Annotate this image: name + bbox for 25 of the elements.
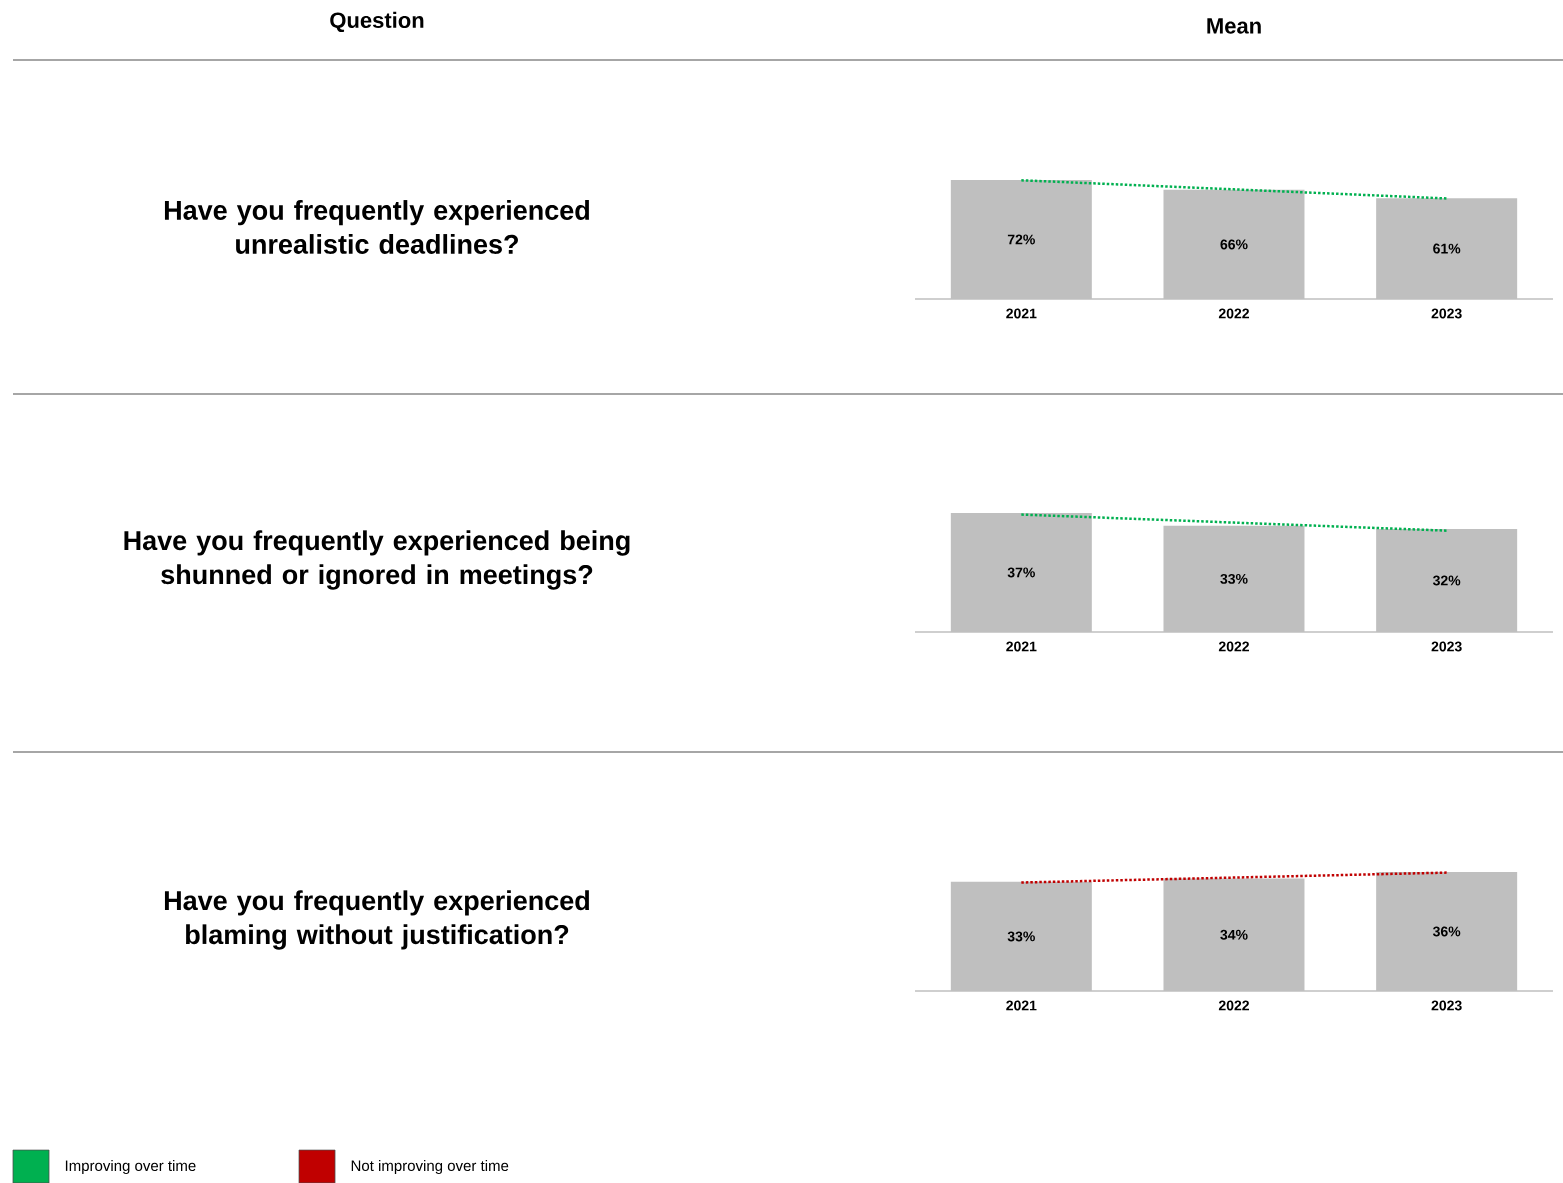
- data-label: 66%: [1220, 239, 1248, 250]
- y-axis-title: Have you frequently experienced blaming without justification?: [164, 890, 589, 950]
- x-tick-label: 2023: [1431, 641, 1462, 652]
- y-axis-title: Have you frequently experienced unrealistic deadlines?: [164, 200, 589, 254]
- x-tick-label: 2023: [1431, 1000, 1462, 1011]
- data-label: 33%: [1007, 931, 1035, 942]
- x-tick-label: 2021: [1006, 641, 1037, 652]
- data-label: 36%: [1432, 926, 1461, 937]
- text: Mean: [1207, 18, 1261, 34]
- category-label: Improving over time: [65, 1160, 196, 1174]
- x-tick-label: 2021: [1006, 308, 1037, 319]
- data-label: 34%: [1220, 929, 1248, 940]
- data-label: 61%: [1433, 243, 1461, 254]
- data-label: 33%: [1220, 573, 1248, 584]
- text: Question: [330, 11, 424, 33]
- x-tick-label: 2022: [1218, 308, 1249, 319]
- x-tick-label: 2021: [1006, 1000, 1037, 1011]
- data-label: 72%: [1007, 234, 1035, 245]
- data-label: 32%: [1432, 575, 1461, 586]
- y-axis-title: Have you frequently experienced being shunned or ignored in meetings?: [124, 530, 630, 590]
- x-tick-label: 2023: [1431, 308, 1462, 319]
- data-label: 37%: [1007, 567, 1035, 578]
- category-label: Not improving over time: [351, 1160, 509, 1174]
- x-tick-label: 2022: [1218, 1000, 1249, 1011]
- x-tick-label: 2022: [1218, 641, 1249, 652]
